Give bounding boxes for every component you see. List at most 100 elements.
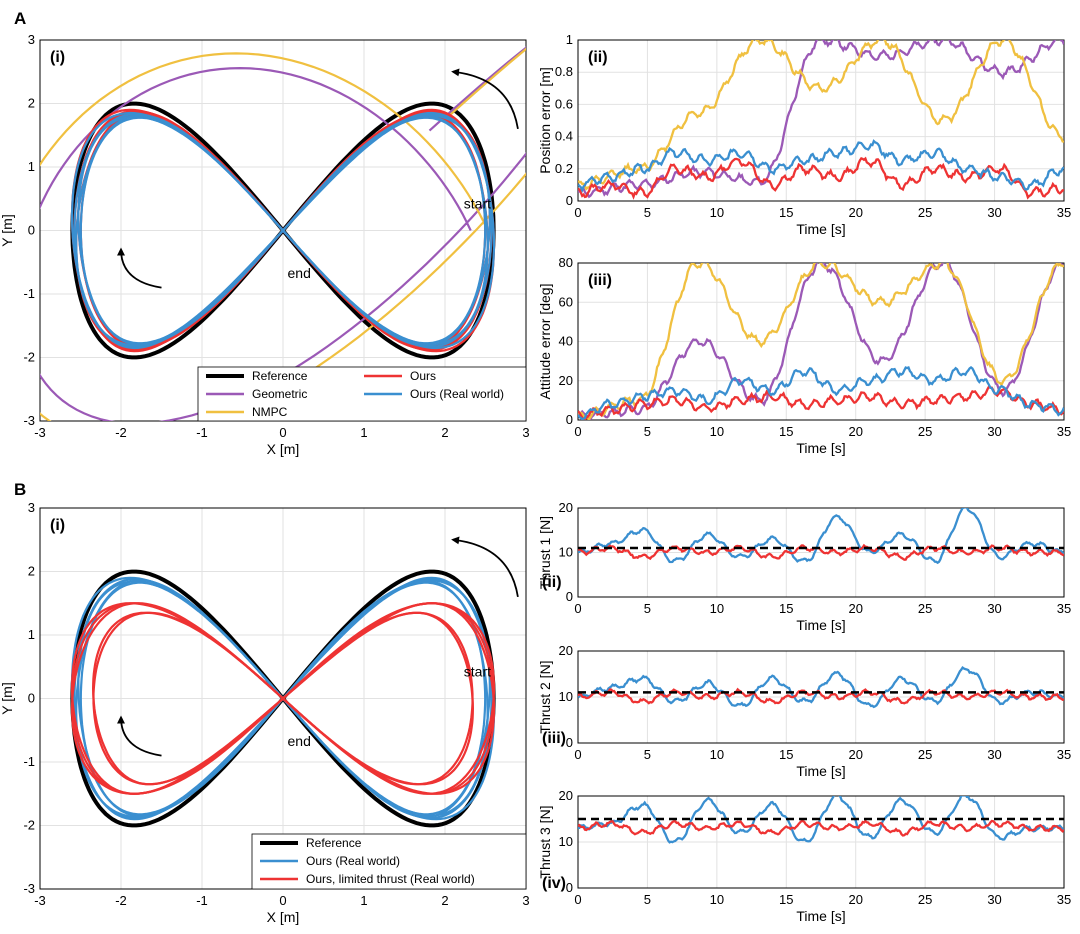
legend-entry-ours_real: Ours (Real world): [410, 387, 504, 401]
x-tick-label: 25: [918, 892, 932, 907]
series-group: [578, 796, 1064, 844]
direction-arrow: [451, 536, 519, 598]
x-tick-label: 10: [710, 205, 724, 220]
x-tick-label: 30: [987, 205, 1001, 220]
x-tick-label: 35: [1057, 892, 1071, 907]
series-group: [70, 569, 496, 828]
x-tick-label: 15: [779, 747, 793, 762]
y-tick-label: 2: [28, 96, 35, 111]
direction-arrow: [451, 68, 519, 130]
legend-box: [197, 366, 527, 422]
x-tick-label: 35: [1057, 601, 1071, 616]
series-geometric-line: [578, 263, 1064, 420]
y-tick-label: 0: [566, 880, 573, 895]
series-limited-loop: [91, 611, 475, 786]
y-tick-label: 20: [559, 500, 573, 515]
x-tick-label: -2: [115, 893, 127, 908]
panel-letter-a: A: [14, 9, 26, 28]
y-tick-label: 1: [28, 627, 35, 642]
annotation-end: end: [288, 733, 311, 749]
x-tick-label: -1: [196, 425, 208, 440]
y-tick-label: -2: [23, 350, 35, 365]
y-tick-label: 0.6: [555, 96, 573, 111]
series-ours_real-loop: [79, 581, 487, 816]
subplot-label: (iii): [588, 272, 612, 289]
legend: Reference Geometric NMPC Ours Ours (Real wor…: [197, 366, 527, 422]
legend-entry-reference: Reference: [252, 369, 308, 383]
y-tick-label: 1: [566, 32, 573, 47]
x-tick-label: 5: [644, 205, 651, 220]
direction-arrow: [117, 247, 162, 289]
y-tick-label: -3: [23, 881, 35, 896]
series-ours_real-line: [578, 796, 1064, 844]
y-axis-label: Y [m]: [0, 682, 15, 714]
y-tick-label: 0: [566, 735, 573, 750]
x-tick-label: 0: [574, 424, 581, 439]
x-tick-label: 35: [1057, 424, 1071, 439]
x-tick-label: 5: [644, 601, 651, 616]
y-tick-label: 3: [28, 500, 35, 515]
subplot-label: (i): [50, 49, 65, 66]
y-tick-label: 20: [559, 373, 573, 388]
subplot-label: (ii): [542, 574, 562, 591]
x-tick-label: 3: [522, 425, 529, 440]
chart-A-ii: 0 5 10 15 20 25 30 35 0 0.2 0.4 0.6 0.8 1 Time [s] Posi…: [537, 32, 1071, 237]
y-tick-label: 0: [566, 412, 573, 427]
x-axis-label: Time [s]: [796, 763, 845, 779]
x-tick-label: 5: [644, 747, 651, 762]
series-geometric-line: [40, 46, 526, 421]
direction-arrow: [117, 715, 162, 757]
x-tick-label: 30: [987, 747, 1001, 762]
x-tick-label: 2: [441, 893, 448, 908]
series-limited-line: [578, 543, 1064, 561]
chart-A-iii: 0 5 10 15 20 25 30 35 0 20 40 60 80 Time [s] Attitude …: [537, 255, 1071, 456]
y-axis-label: Position error [m]: [537, 67, 553, 174]
plot-frame: [577, 795, 1065, 889]
y-tick-label: 0.4: [555, 129, 573, 144]
annotation-start: start: [464, 663, 491, 679]
x-tick-label: 20: [848, 424, 862, 439]
x-tick-label: 30: [987, 424, 1001, 439]
y-tick-label: 0: [566, 193, 573, 208]
y-tick-label: 40: [559, 334, 573, 349]
x-tick-label: -1: [196, 893, 208, 908]
x-tick-label: 15: [779, 424, 793, 439]
y-tick-label: 0.8: [555, 64, 573, 79]
x-tick-label: 3: [522, 893, 529, 908]
y-tick-label: 10: [559, 545, 573, 560]
y-tick-label: -1: [23, 754, 35, 769]
x-tick-label: -2: [115, 425, 127, 440]
legend-entry-limited: Ours, limited thrust (Real world): [306, 872, 475, 886]
y-tick-label: -1: [23, 286, 35, 301]
legend-entry-ours: Ours: [410, 369, 436, 383]
legend-entry-ours_real: Ours (Real world): [306, 854, 400, 868]
y-axis-label: Y [m]: [0, 214, 15, 246]
series-ours_real-loop: [75, 579, 491, 818]
y-tick-label: 0: [28, 691, 35, 706]
x-tick-label: 20: [848, 205, 862, 220]
x-tick-label: 10: [710, 747, 724, 762]
series-nmpc-line: [40, 47, 526, 421]
series-ours_real-line: [578, 139, 1064, 193]
y-tick-label: -3: [23, 413, 35, 428]
series-nmpc-line: [578, 40, 1064, 191]
x-tick-label: 20: [848, 892, 862, 907]
series-ours_real-line: [578, 365, 1064, 420]
x-tick-label: 0: [279, 893, 286, 908]
x-tick-label: 10: [710, 424, 724, 439]
x-tick-label: 10: [710, 892, 724, 907]
y-tick-label: 20: [559, 788, 573, 803]
x-tick-label: 25: [918, 601, 932, 616]
subplot-label: (iii): [542, 730, 566, 747]
x-tick-label: 30: [987, 892, 1001, 907]
series-group: [578, 263, 1064, 420]
series-limited-line: [578, 819, 1064, 837]
y-axis-label: Thrust 2 [N]: [537, 660, 553, 733]
series-ours-line: [578, 384, 1064, 420]
chart-B-i: -3 -2 -1 0 1 2 3 -3 -2 -1 0 1 2 3 X [m] Y [m] start end (i…: [0, 500, 530, 925]
y-axis-label: Thrust 1 [N]: [537, 516, 553, 589]
